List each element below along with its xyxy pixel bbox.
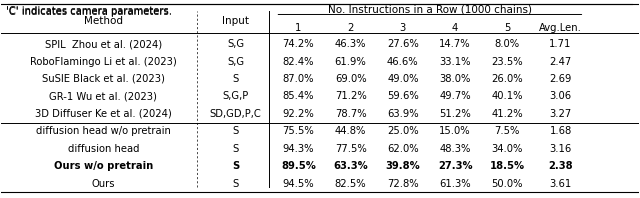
Text: 89.5%: 89.5% (281, 161, 316, 171)
Text: 2.38: 2.38 (548, 161, 573, 171)
Text: 'C' indicates camera parameters.: 'C' indicates camera parameters. (6, 6, 172, 16)
Text: 77.5%: 77.5% (335, 144, 367, 154)
Text: 34.0%: 34.0% (492, 144, 523, 154)
Text: 49.0%: 49.0% (387, 74, 419, 84)
Text: 51.2%: 51.2% (439, 109, 471, 119)
Text: 1.68: 1.68 (549, 126, 572, 136)
Text: 3: 3 (400, 23, 406, 33)
Text: 92.2%: 92.2% (282, 109, 314, 119)
Text: 2.47: 2.47 (549, 57, 572, 67)
Text: SD,GD,P,C: SD,GD,P,C (210, 109, 262, 119)
Text: 61.9%: 61.9% (335, 57, 367, 67)
Text: SuSIE Black et al. (2023): SuSIE Black et al. (2023) (42, 74, 164, 84)
Text: 25.0%: 25.0% (387, 126, 419, 136)
Text: diffusion head w/o pretrain: diffusion head w/o pretrain (36, 126, 171, 136)
Text: 75.5%: 75.5% (282, 126, 314, 136)
Text: 87.0%: 87.0% (283, 74, 314, 84)
Text: 44.8%: 44.8% (335, 126, 366, 136)
Text: S,G,P: S,G,P (223, 91, 249, 101)
Text: 69.0%: 69.0% (335, 74, 366, 84)
Text: 63.9%: 63.9% (387, 109, 419, 119)
Text: 41.2%: 41.2% (492, 109, 523, 119)
Text: 59.6%: 59.6% (387, 91, 419, 101)
Text: 46.6%: 46.6% (387, 57, 419, 67)
Text: 3D Diffuser Ke et al. (2024): 3D Diffuser Ke et al. (2024) (35, 109, 172, 119)
Text: 4: 4 (452, 23, 458, 33)
Text: No. Instructions in a Row (1000 chains): No. Instructions in a Row (1000 chains) (328, 4, 532, 14)
Text: 85.4%: 85.4% (283, 91, 314, 101)
Text: S,G: S,G (227, 39, 244, 49)
Text: 72.8%: 72.8% (387, 179, 419, 189)
Text: RoboFlamingo Li et al. (2023): RoboFlamingo Li et al. (2023) (30, 57, 177, 67)
Text: 3.61: 3.61 (549, 179, 572, 189)
Text: Ours: Ours (92, 179, 115, 189)
Text: 3.06: 3.06 (550, 91, 572, 101)
Text: 71.2%: 71.2% (335, 91, 367, 101)
Text: 82.4%: 82.4% (283, 57, 314, 67)
Text: 78.7%: 78.7% (335, 109, 366, 119)
Text: 2.69: 2.69 (549, 74, 572, 84)
Text: 27.6%: 27.6% (387, 39, 419, 49)
Text: 14.7%: 14.7% (439, 39, 471, 49)
Text: 27.3%: 27.3% (438, 161, 472, 171)
Text: 23.5%: 23.5% (492, 57, 523, 67)
Text: 82.5%: 82.5% (335, 179, 366, 189)
Text: 15.0%: 15.0% (439, 126, 471, 136)
Text: 74.2%: 74.2% (282, 39, 314, 49)
Text: 48.3%: 48.3% (440, 144, 471, 154)
Text: 94.5%: 94.5% (282, 179, 314, 189)
Text: Avg.Len.: Avg.Len. (539, 23, 582, 33)
Text: 7.5%: 7.5% (495, 126, 520, 136)
Text: S: S (232, 74, 239, 84)
Text: S: S (232, 126, 239, 136)
Text: 1: 1 (295, 23, 301, 33)
Text: 49.7%: 49.7% (439, 91, 471, 101)
Text: Ours w/o pretrain: Ours w/o pretrain (54, 161, 153, 171)
Text: S: S (232, 179, 239, 189)
Text: 3.16: 3.16 (549, 144, 572, 154)
Text: 26.0%: 26.0% (492, 74, 523, 84)
Text: 'C' indicates camera parameters.: 'C' indicates camera parameters. (6, 7, 172, 17)
Text: 33.1%: 33.1% (439, 57, 471, 67)
Text: 63.3%: 63.3% (333, 161, 368, 171)
Text: Input: Input (222, 16, 249, 27)
Text: 3.27: 3.27 (549, 109, 572, 119)
Text: 94.3%: 94.3% (283, 144, 314, 154)
Text: 50.0%: 50.0% (492, 179, 523, 189)
Text: 18.5%: 18.5% (490, 161, 525, 171)
Text: 38.0%: 38.0% (440, 74, 471, 84)
Text: 61.3%: 61.3% (439, 179, 471, 189)
Text: 8.0%: 8.0% (495, 39, 520, 49)
Text: 62.0%: 62.0% (387, 144, 419, 154)
Text: 46.3%: 46.3% (335, 39, 366, 49)
Text: diffusion head: diffusion head (68, 144, 139, 154)
Text: S: S (232, 144, 239, 154)
Text: S,G: S,G (227, 57, 244, 67)
Text: 40.1%: 40.1% (492, 91, 523, 101)
Text: 39.8%: 39.8% (385, 161, 420, 171)
Text: SPIL  Zhou et al. (2024): SPIL Zhou et al. (2024) (45, 39, 162, 49)
Text: 2: 2 (348, 23, 354, 33)
Text: 5: 5 (504, 23, 511, 33)
Text: Method: Method (84, 16, 123, 27)
Text: S: S (232, 161, 239, 171)
Text: 1.71: 1.71 (549, 39, 572, 49)
Text: GR-1 Wu et al. (2023): GR-1 Wu et al. (2023) (49, 91, 157, 101)
